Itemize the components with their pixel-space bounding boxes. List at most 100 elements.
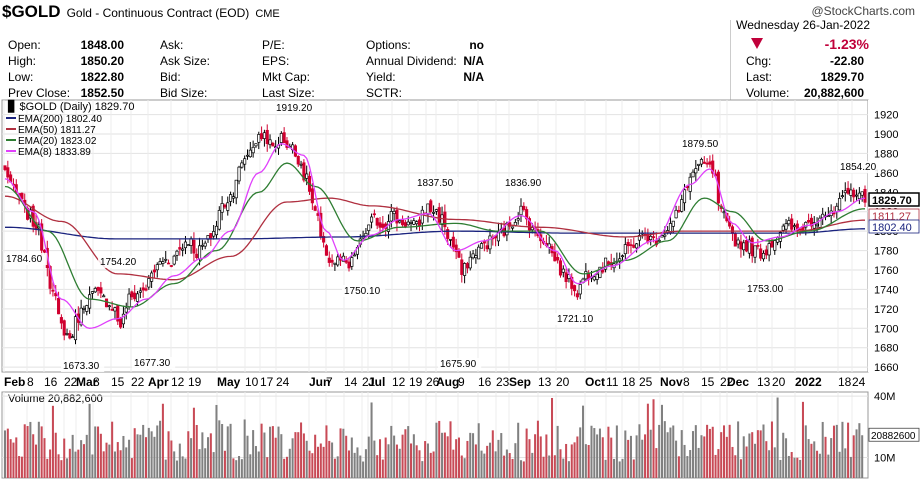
candle-body	[468, 256, 472, 269]
candle-body	[651, 236, 656, 238]
candle-body	[138, 290, 142, 293]
volume-bar	[793, 457, 796, 478]
candle-body	[330, 259, 334, 263]
volume-bar	[615, 425, 618, 478]
volume-bar	[714, 454, 717, 478]
candle-body	[161, 261, 165, 264]
candle-body	[635, 243, 639, 249]
volume-bar	[488, 442, 491, 478]
volume-bar	[849, 456, 852, 478]
candle-body	[840, 195, 844, 197]
candle-body	[124, 307, 128, 313]
volume-bar	[830, 438, 833, 478]
volume-bar	[519, 460, 523, 478]
volume-bar	[446, 436, 449, 478]
volume-bar	[672, 425, 675, 478]
candle-body	[745, 240, 749, 252]
time-axis-label: 9	[458, 375, 465, 389]
candle-body	[747, 239, 751, 254]
candle-body	[398, 220, 402, 223]
volume-bar	[395, 444, 398, 478]
time-axis-label: 8	[683, 375, 690, 389]
candlestick-series	[3, 124, 867, 345]
volume-bar	[167, 431, 170, 478]
candle-body	[854, 194, 859, 197]
candle-body	[761, 253, 766, 260]
time-axis-label: Nov	[660, 375, 683, 389]
volume-bar	[235, 460, 238, 478]
candle-body	[429, 200, 433, 212]
volume-bar	[567, 461, 570, 478]
volume-bar	[190, 438, 193, 478]
quote-value: 1848.00	[80, 38, 124, 52]
volume-bar	[717, 449, 720, 478]
volume-bar	[432, 451, 435, 478]
volume-bar	[534, 434, 537, 478]
volume-bar	[505, 449, 508, 478]
volume-bar	[381, 459, 384, 478]
candle-body	[561, 268, 565, 273]
time-axis-label: May	[217, 375, 241, 389]
price-annotation: 1673.30	[63, 361, 100, 372]
candle-body	[268, 139, 272, 146]
candle-body	[705, 162, 709, 165]
time-axis-label: 16	[478, 375, 492, 389]
volume-bar	[559, 449, 562, 478]
volume-bar	[57, 454, 60, 478]
candle-body	[389, 211, 393, 222]
volume-bar	[376, 455, 379, 478]
volume-bar	[472, 433, 475, 478]
candle-body	[815, 223, 819, 227]
volume-bar	[46, 458, 49, 478]
volume-bar	[861, 435, 864, 478]
ema200-line	[5, 226, 865, 240]
time-axis-label: 24	[852, 375, 866, 389]
time-axis-label: 20	[772, 375, 786, 389]
volume-bar	[804, 425, 807, 478]
volume-bar	[821, 421, 824, 478]
volume-bar	[170, 440, 173, 478]
annotation-bg	[745, 283, 789, 295]
candle-body	[809, 217, 813, 227]
volume-bar	[300, 422, 303, 478]
candle-body	[262, 132, 266, 139]
time-axis-label: 14	[344, 375, 358, 389]
volume-bar	[457, 437, 460, 478]
volume-bar	[68, 448, 71, 478]
volume-bar	[15, 437, 18, 478]
price-tick-label: 1660	[874, 362, 898, 374]
volume-bar	[790, 451, 793, 478]
candle-body	[59, 317, 63, 324]
volume-bar	[801, 401, 804, 478]
candle-body	[412, 220, 416, 225]
candle-body	[474, 255, 478, 259]
candle-body	[680, 199, 684, 212]
candle-body	[437, 207, 441, 223]
volume-bar	[3, 430, 7, 478]
candle-body	[463, 263, 467, 276]
quote-date: Wednesday 26-Jan-2022	[736, 18, 870, 32]
volume-bar	[71, 434, 74, 478]
symbol: $GOLD	[2, 2, 61, 21]
candle-body	[144, 288, 148, 291]
volume-bar	[125, 447, 128, 478]
candle-body	[448, 238, 453, 241]
price-annotation: 1721.10	[557, 314, 594, 325]
volume-bar	[156, 425, 159, 478]
volume-bar	[133, 428, 136, 478]
candle-body	[682, 189, 687, 204]
volume-bar	[852, 435, 855, 478]
volume-bar	[283, 458, 286, 478]
time-axis-label: 2022	[795, 375, 822, 389]
time-axis-label: Sep	[509, 375, 531, 389]
volume-bar	[720, 432, 723, 478]
volume-bar	[477, 423, 480, 478]
volume-bar	[641, 439, 644, 478]
price-tick-label: 1780	[874, 246, 898, 258]
candle-body	[175, 250, 179, 256]
price-annotation: 1784.60	[6, 254, 43, 265]
volume-bar	[260, 423, 263, 478]
candle-body	[807, 220, 811, 223]
volume-bar	[35, 444, 38, 478]
volume-bar	[539, 436, 542, 478]
